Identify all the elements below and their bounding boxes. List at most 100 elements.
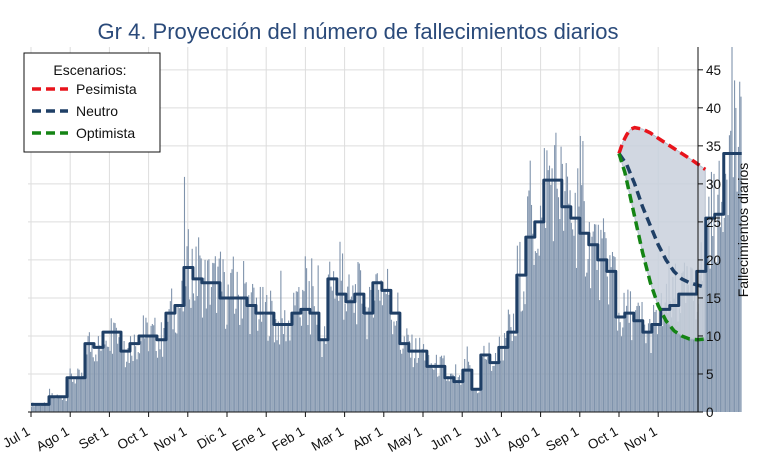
daily-bar	[429, 367, 431, 412]
legend-items: Pesimista Neutro Optimista	[32, 81, 137, 141]
daily-bar	[551, 168, 553, 412]
daily-bar	[176, 333, 178, 412]
daily-bar	[708, 196, 710, 412]
daily-bar	[168, 309, 170, 412]
daily-bar	[331, 290, 333, 412]
daily-bar	[716, 262, 718, 412]
daily-bar	[199, 255, 201, 412]
daily-bar	[455, 364, 457, 412]
daily-bar	[218, 258, 220, 412]
daily-bar	[90, 351, 92, 412]
daily-bar	[363, 305, 365, 412]
daily-bar	[33, 406, 35, 412]
daily-bar	[663, 309, 665, 412]
daily-bar	[633, 311, 635, 412]
daily-bar	[466, 346, 468, 412]
daily-bar	[457, 377, 459, 412]
daily-bar	[660, 293, 662, 412]
daily-bar	[135, 346, 137, 412]
daily-bar	[348, 274, 350, 412]
daily-bar	[104, 344, 106, 412]
daily-bar	[534, 251, 536, 412]
daily-bar	[245, 282, 247, 412]
daily-bar	[730, 130, 732, 412]
legend-label: Neutro	[76, 103, 118, 119]
daily-bar	[77, 368, 79, 412]
daily-bar	[81, 372, 83, 412]
daily-bar	[439, 356, 441, 412]
daily-bar	[401, 353, 403, 412]
daily-bar	[573, 235, 575, 412]
daily-bar	[55, 398, 57, 412]
daily-bar	[613, 256, 615, 412]
daily-bar	[267, 340, 269, 412]
daily-bar	[333, 271, 335, 412]
daily-bar	[97, 336, 99, 412]
daily-bar	[54, 395, 56, 412]
daily-bar	[342, 253, 344, 412]
daily-bar	[521, 310, 524, 412]
daily-bar	[629, 291, 632, 412]
daily-bar	[410, 357, 412, 412]
daily-bar	[186, 246, 188, 412]
daily-bar	[83, 369, 85, 412]
daily-bar	[137, 352, 139, 412]
daily-bar	[42, 404, 44, 412]
daily-bar	[241, 318, 243, 412]
daily-bar	[674, 263, 677, 412]
legend-label: Pesimista	[76, 81, 137, 97]
daily-bar	[438, 375, 440, 412]
daily-bar	[658, 325, 660, 412]
daily-bar	[511, 340, 513, 412]
daily-bar	[171, 288, 173, 412]
daily-bar	[510, 327, 512, 412]
daily-bar	[651, 324, 653, 412]
daily-bar	[676, 306, 678, 412]
daily-bar	[568, 203, 570, 412]
daily-bar	[266, 294, 268, 412]
daily-bar	[456, 383, 458, 412]
daily-bar	[228, 296, 231, 412]
daily-bar	[279, 344, 281, 412]
daily-bar	[65, 401, 67, 412]
daily-bar	[671, 317, 673, 412]
daily-bar	[196, 296, 198, 412]
daily-bar	[489, 355, 491, 412]
daily-bar	[703, 270, 705, 412]
daily-bar	[538, 255, 540, 412]
daily-bar	[111, 353, 114, 412]
daily-bar	[475, 388, 477, 412]
daily-bar	[47, 402, 49, 412]
daily-bar	[712, 236, 714, 412]
daily-bar	[322, 339, 324, 412]
daily-bar	[728, 135, 730, 412]
daily-bar	[142, 315, 144, 412]
daily-bar	[123, 341, 125, 412]
series-lines	[31, 125, 742, 406]
daily-bar	[539, 205, 542, 412]
daily-bar	[460, 384, 462, 412]
daily-bar	[32, 402, 34, 412]
daily-bar	[430, 363, 432, 412]
daily-bar	[307, 325, 309, 412]
daily-bar	[213, 263, 215, 412]
daily-bar	[502, 360, 504, 412]
daily-bar	[631, 340, 633, 412]
daily-bar	[258, 319, 260, 412]
daily-bar	[286, 326, 288, 412]
daily-bar	[302, 289, 304, 412]
daily-bar	[326, 325, 328, 412]
daily-bar	[376, 273, 378, 412]
daily-bar	[298, 287, 300, 412]
daily-bar	[614, 257, 616, 412]
daily-bar	[63, 398, 65, 412]
daily-bar	[160, 322, 162, 412]
daily-bar	[485, 359, 488, 412]
daily-bar	[38, 403, 40, 412]
daily-bar	[402, 348, 404, 412]
daily-bar	[239, 324, 241, 412]
daily-bar	[726, 179, 728, 412]
daily-bar	[336, 285, 338, 412]
daily-bar	[259, 286, 261, 412]
daily-bar	[327, 274, 329, 412]
